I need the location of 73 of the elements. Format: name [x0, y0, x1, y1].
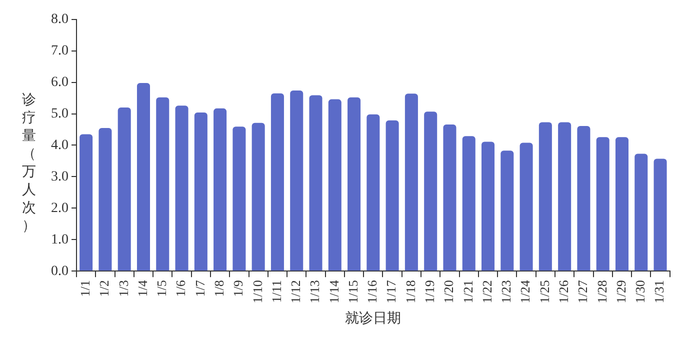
bar: [558, 122, 572, 271]
x-tick-label: 1/6: [173, 280, 188, 297]
x-tick-label: 1/15: [345, 280, 360, 304]
bar: [538, 122, 552, 271]
bar: [577, 126, 590, 271]
x-tick-label: 1/22: [479, 280, 494, 304]
x-tick-label: 1/2: [96, 280, 112, 297]
bar: [175, 106, 188, 271]
x-tick-label: 1/9: [230, 280, 246, 297]
bar: [118, 107, 131, 271]
x-tick-label: 1/16: [364, 280, 380, 304]
x-tick-label: 1/17: [384, 280, 399, 304]
x-tick-label: 1/1: [77, 280, 92, 297]
bar: [654, 158, 667, 271]
bar: [232, 126, 246, 271]
y-tick-label: 6.0: [51, 74, 68, 90]
y-tick-label: 0.0: [51, 264, 68, 279]
x-tick-label: 1/29: [613, 280, 628, 304]
x-tick-label: 1/30: [632, 280, 648, 304]
bar: [634, 154, 648, 271]
bar: [252, 122, 265, 271]
y-tick-label: 5.0: [51, 106, 68, 122]
bar: [615, 137, 628, 271]
x-tick-label: 1/12: [288, 280, 304, 304]
x-tick-label: 1/24: [518, 280, 533, 304]
x-tick-label: 1/21: [460, 280, 476, 304]
x-tick-label: 1/20: [441, 280, 456, 304]
x-tick-label: 1/26: [556, 280, 571, 304]
x-tick-label: 1/10: [250, 280, 265, 304]
x-tick-label: 1/25: [536, 280, 552, 304]
bar: [462, 136, 476, 271]
x-tick-label: 1/31: [652, 280, 667, 304]
bar: [328, 99, 342, 271]
x-tick-label: 1/13: [307, 280, 322, 304]
bar: [424, 112, 438, 271]
bar: [98, 128, 112, 271]
y-tick-label: 2.0: [51, 200, 68, 216]
bar: [290, 90, 304, 271]
x-tick-label: 1/18: [402, 280, 418, 304]
bar: [156, 97, 170, 271]
y-tick-label: 8.0: [51, 12, 68, 28]
x-tick-label: 1/11: [268, 280, 284, 303]
x-tick-label: 1/27: [575, 280, 590, 304]
bar: [404, 94, 418, 271]
x-tick-label: 1/5: [154, 280, 170, 297]
bar: [500, 150, 514, 271]
x-tick-label: 1/4: [134, 280, 150, 297]
x-tick-label: 1/8: [211, 280, 226, 297]
bar: [482, 142, 495, 271]
bar: [348, 97, 361, 271]
x-tick-label: 1/23: [498, 280, 514, 304]
x-tick-label: 1/14: [326, 280, 342, 304]
bar: [309, 95, 322, 271]
bar: [214, 108, 227, 271]
y-tick-label: 4.0: [51, 138, 68, 153]
x-tick-label: 1/19: [422, 280, 438, 304]
y-tick-label: 1.0: [51, 232, 68, 248]
y-tick-label: 3.0: [51, 169, 68, 184]
bar: [443, 124, 456, 271]
x-tick-label: 1/28: [594, 280, 610, 304]
bar: [366, 114, 380, 271]
bar: [136, 82, 150, 271]
x-tick-label: 1/3: [116, 280, 131, 297]
bar: [520, 142, 533, 271]
y-axis-title: 诊疗量（万人次）: [21, 90, 37, 234]
bar: [270, 93, 284, 271]
x-axis-title: 就诊日期: [345, 309, 402, 326]
bar: [596, 137, 610, 271]
bar: [386, 120, 399, 271]
bar: [80, 134, 93, 271]
bar: [194, 112, 208, 271]
y-tick-label: 7.0: [51, 44, 68, 59]
x-tick-label: 1/7: [192, 280, 208, 297]
